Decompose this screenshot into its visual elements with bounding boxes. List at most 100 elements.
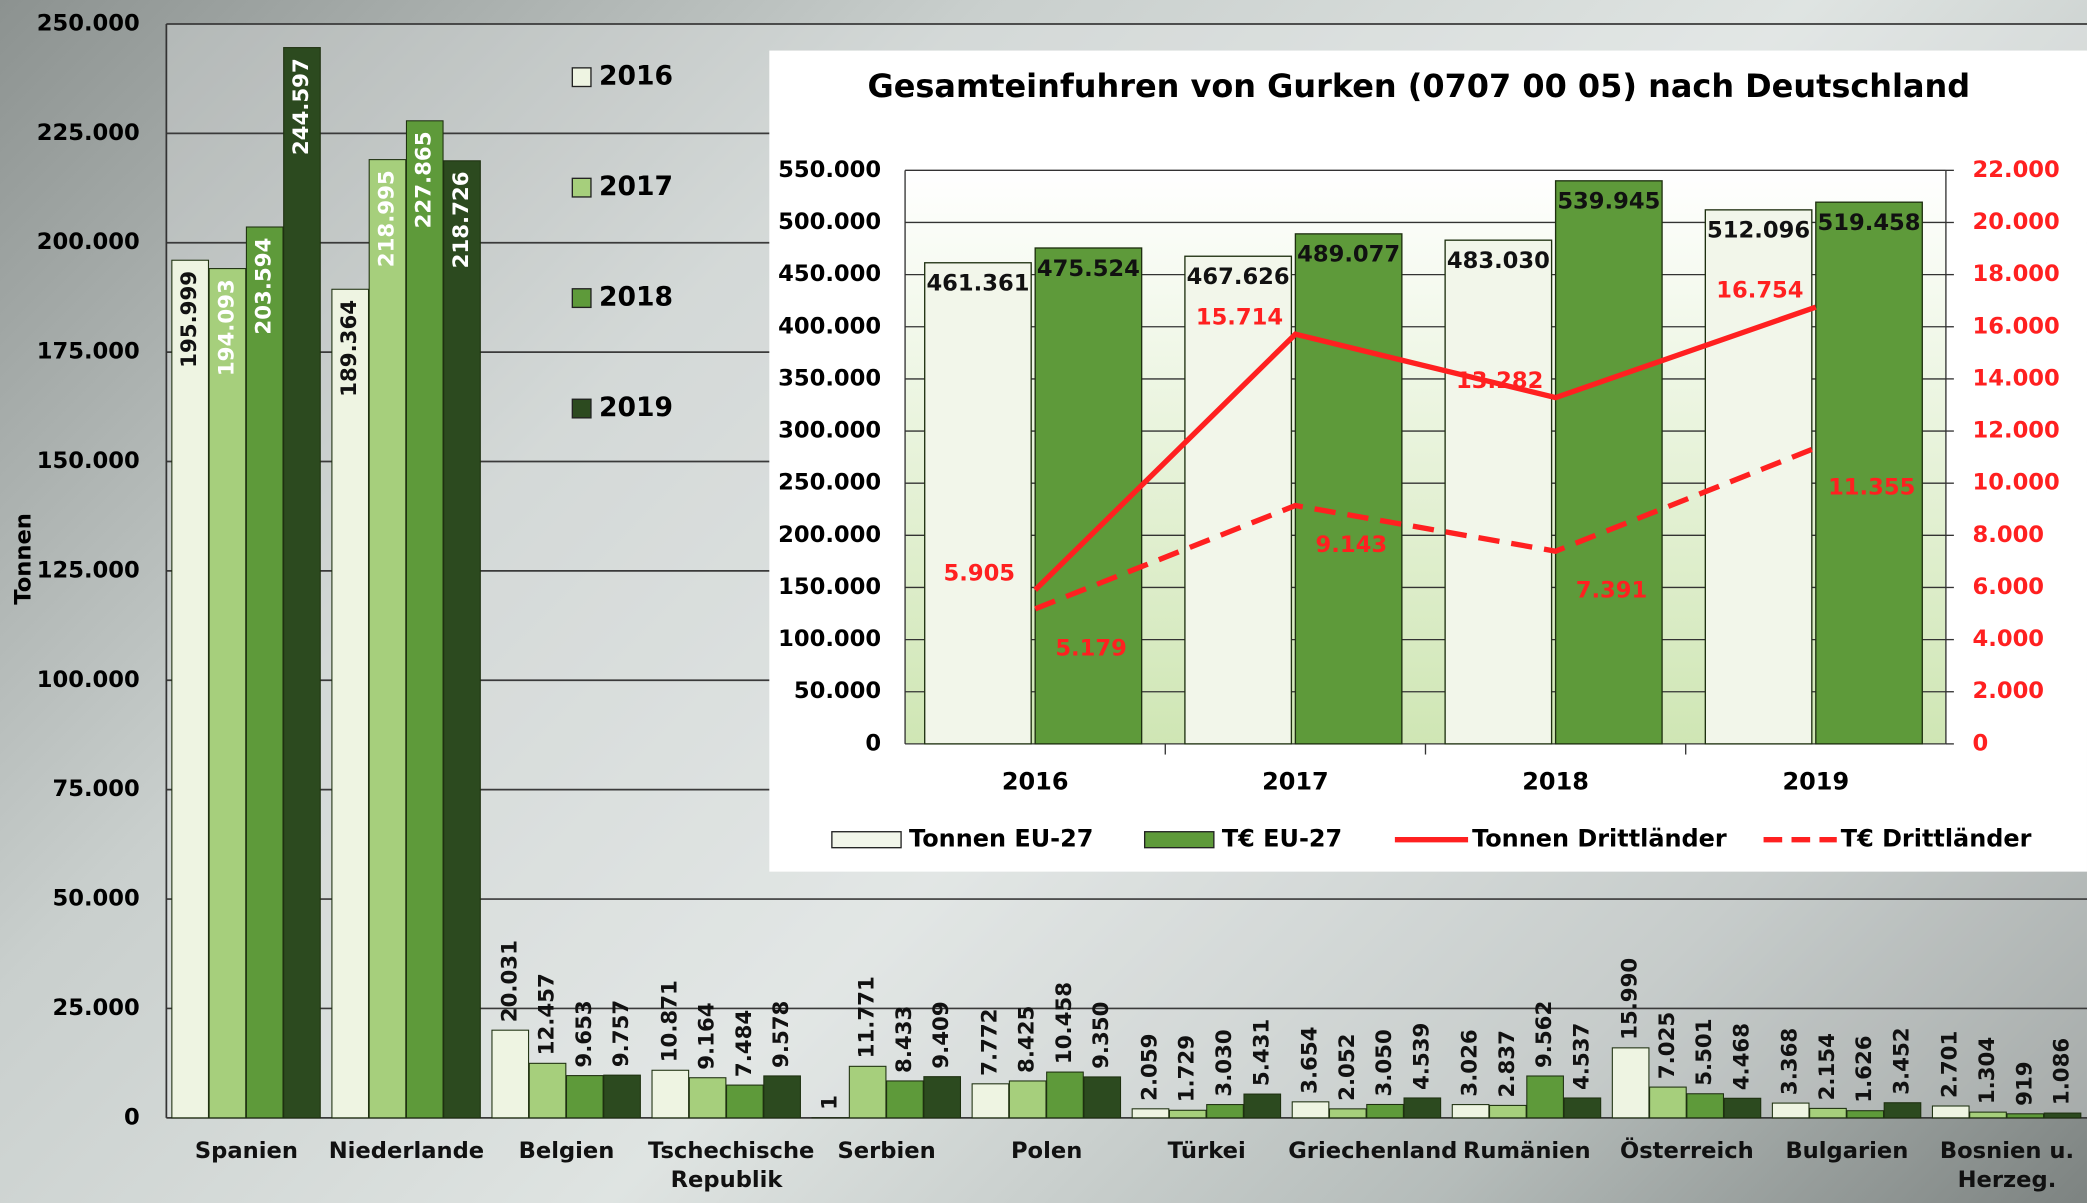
x-tick-label: Polen [1010, 1137, 1083, 1165]
value-label: 5.905 [944, 560, 1016, 586]
bar [491, 1029, 530, 1119]
y2-tick-label: 14.000 [1973, 365, 2060, 391]
y2-tick-label: 12.000 [1973, 418, 2060, 444]
value-label: 189.364 [337, 300, 362, 397]
value-label: 9.653 [572, 1000, 597, 1067]
value-label: 8.433 [892, 1006, 917, 1073]
value-label: 2.052 [1335, 1034, 1360, 1101]
y-tick-label: 50.000 [794, 678, 881, 704]
value-label: 9.409 [929, 1001, 954, 1068]
bar [651, 1069, 690, 1119]
bar [1686, 1093, 1724, 1119]
value-label: 3.050 [1372, 1029, 1397, 1096]
bar [171, 259, 209, 1119]
value-label: 7.484 [732, 1010, 757, 1077]
value-label: 10.871 [657, 980, 682, 1062]
bar [1563, 1097, 1602, 1119]
bar [245, 226, 284, 1119]
value-label: 5.431 [1249, 1019, 1274, 1086]
value-label: 195.999 [177, 271, 202, 368]
legend-swatch [571, 288, 592, 309]
value-label: 244.597 [289, 58, 314, 155]
legend-label: 2016 [599, 61, 673, 92]
y-tick-label: 250.000 [37, 10, 140, 36]
y-tick-label: 200.000 [778, 522, 881, 548]
bar [603, 1074, 641, 1119]
x-tick-label: Türkei [1167, 1137, 1246, 1165]
value-label: 8.425 [1015, 1006, 1040, 1073]
bar [1846, 1110, 1885, 1119]
y-tick-label: 75.000 [52, 776, 139, 802]
bar [726, 1084, 764, 1119]
bar [1649, 1086, 1687, 1119]
bar [1083, 1076, 1122, 1119]
y2-tick-label: 8.000 [1973, 522, 2045, 548]
bar [1403, 1097, 1442, 1119]
value-label: 3.654 [1298, 1027, 1323, 1094]
y-tick-label: 400.000 [778, 313, 881, 339]
line [1034, 445, 1817, 612]
legend-swatch [571, 398, 592, 419]
bar [528, 1062, 567, 1119]
value-label: 11.355 [1828, 474, 1915, 500]
bar [405, 120, 444, 1119]
x-tick-label: Griechenland [1288, 1137, 1458, 1165]
value-label: 9.578 [769, 1001, 794, 1068]
legend-label: 2019 [599, 392, 673, 423]
x-tick-label: Serbien [837, 1137, 936, 1165]
legend-label: T€ Drittländer [1841, 825, 2032, 853]
bar [1291, 1101, 1330, 1119]
value-label: 15.714 [1196, 305, 1283, 331]
bar [283, 47, 321, 1119]
x-tick-label: Österreich [1619, 1137, 1754, 1165]
bar [1184, 255, 1293, 745]
bar [1489, 1104, 1527, 1119]
value-label: 7.391 [1576, 578, 1648, 604]
bar [1526, 1075, 1564, 1119]
y2-tick-label: 2.000 [1973, 678, 2045, 704]
value-label: 4.537 [1569, 1023, 1594, 1090]
value-label: 2.701 [1938, 1031, 1963, 1098]
y-axis-label: Tonnen [10, 513, 36, 605]
bar [1815, 201, 1923, 745]
bar [971, 1083, 1010, 1119]
value-label: 227.865 [412, 131, 437, 228]
value-label: 9.350 [1089, 1002, 1114, 1069]
value-label: 10.458 [1052, 982, 1077, 1064]
bar [1771, 1102, 1810, 1119]
x-tick-label: Belgien [518, 1137, 615, 1165]
bar [1451, 1104, 1490, 1119]
y2-tick-label: 16.000 [1973, 313, 2060, 339]
value-label: 489.077 [1297, 242, 1400, 268]
value-label: 9.562 [1532, 1001, 1557, 1068]
bar [1243, 1093, 1282, 1119]
legend-label: Tonnen Drittländer [1472, 825, 1727, 853]
x-tick-label: 2016 [1002, 767, 1069, 795]
value-label: 539.945 [1557, 189, 1660, 215]
y-tick-label: 150.000 [778, 574, 881, 600]
y-tick-label: 200.000 [37, 229, 140, 255]
y-tick-label: 175.000 [37, 339, 140, 365]
bar [368, 159, 407, 1119]
value-label: 4.468 [1729, 1023, 1754, 1090]
x-tick-label: 2019 [1782, 767, 1849, 795]
y-tick-label: 0 [865, 730, 881, 756]
y-tick-label: 100.000 [778, 626, 881, 652]
y-tick-label: 500.000 [778, 209, 881, 235]
bar [1723, 1097, 1762, 1119]
x-tick-label: Spanien [194, 1137, 298, 1165]
value-label: 7.025 [1655, 1012, 1680, 1079]
value-label: 512.096 [1707, 218, 1810, 244]
bar [208, 268, 247, 1119]
value-label: 483.030 [1447, 248, 1550, 274]
value-label: 218.726 [449, 171, 474, 268]
x-tick-label: Bosnien u. Herzeg. [1939, 1137, 2075, 1194]
value-label: 15.990 [1618, 958, 1643, 1040]
y-tick-label: 50.000 [52, 886, 139, 912]
bar [1704, 209, 1813, 745]
value-label: 4.539 [1409, 1023, 1434, 1090]
bar [923, 1076, 962, 1119]
value-label: 7.772 [977, 1009, 1002, 1076]
value-label: 3.452 [1889, 1027, 1914, 1094]
y2-tick-label: 4.000 [1973, 626, 2045, 652]
